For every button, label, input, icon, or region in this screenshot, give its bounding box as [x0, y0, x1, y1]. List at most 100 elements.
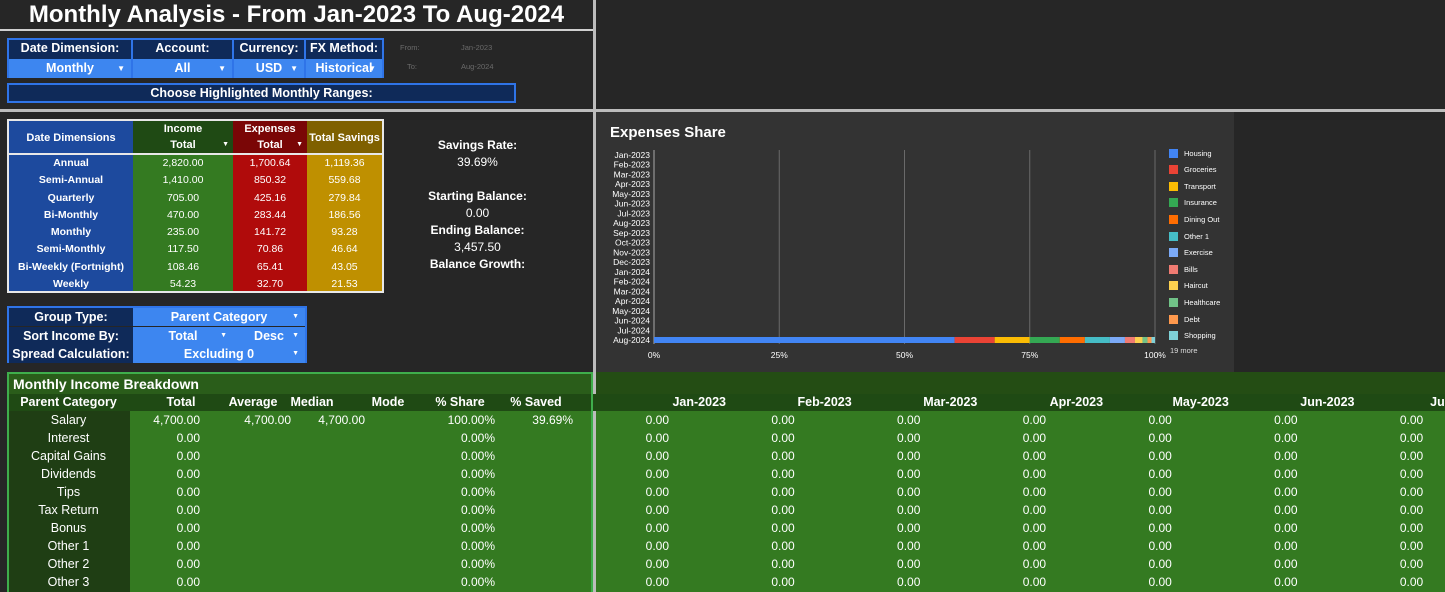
month-value-cell: 0.00 [1399, 521, 1424, 535]
x-tick-label: 75% [1021, 350, 1038, 360]
breakdown-cell: 0.00% [460, 521, 495, 535]
section-divider [0, 109, 1445, 112]
breakdown-cell [481, 483, 573, 501]
income-cell: 705.00 [166, 191, 200, 204]
sort-income-value: Total [168, 329, 198, 343]
from-label: From: [400, 43, 420, 52]
currency-value: USD [255, 61, 283, 75]
x-tick-label: 0% [648, 350, 661, 360]
fx-method-dropdown[interactable]: Historical ▼ [306, 59, 382, 78]
sort-income-dropdown[interactable]: Total ▼ [133, 327, 233, 345]
breakdown-cell: 0.00% [460, 575, 495, 589]
date-dimension-dropdown[interactable]: Monthly ▼ [9, 59, 133, 78]
legend-swatch [1169, 281, 1178, 291]
month-value-cell: 0.00 [1274, 521, 1298, 535]
breakdown-cell [277, 501, 365, 519]
dropdown-arrow-icon: ▼ [292, 332, 299, 339]
savings-cell: 21.53 [331, 278, 358, 291]
expenses-total-label: Total [257, 139, 283, 151]
month-value-cell: 0.00 [897, 467, 921, 481]
income-cell: 2,820.00 [162, 157, 204, 169]
breakdown-header-cell: % Saved [510, 395, 562, 409]
starting-balance-label: Starting Balance: [428, 189, 527, 203]
expenses-cell: 850.32 [253, 174, 287, 187]
x-tick-label: 50% [896, 350, 913, 360]
month-value-cell: 0.00 [771, 431, 795, 445]
breakdown-cell [355, 537, 415, 555]
expenses-total-dropdown[interactable]: Total ▼ [233, 137, 307, 155]
breakdown-cell: 0.00% [460, 467, 495, 481]
legend-more-link[interactable]: 19 more [1170, 346, 1198, 355]
month-value-cell: 0.00 [1148, 557, 1172, 571]
expenses-column: Expenses Total ▼ 1,700.64 850.32 425.16 283.… [233, 121, 307, 291]
breakdown-cell [481, 555, 573, 573]
breakdown-cell: 4,700.00 [318, 413, 365, 427]
month-header-cell: May-2023 [1172, 395, 1229, 409]
legend-label: Insurance [1184, 198, 1217, 208]
savings-cell: 43.05 [331, 260, 358, 273]
income-total-dropdown[interactable]: Total ▼ [133, 137, 233, 155]
dim-cell: Semi-Annual [38, 174, 104, 187]
month-value-cell: 0.00 [645, 485, 669, 499]
legend-swatch [1169, 165, 1178, 175]
legend-item: Bills [1169, 263, 1198, 275]
breakdown-cell [355, 465, 415, 483]
legend-swatch [1169, 297, 1178, 307]
month-value-cell: 0.00 [1022, 467, 1047, 481]
group-type-dropdown[interactable]: Parent Category ▼ [133, 308, 305, 326]
bar-segment [1134, 337, 1143, 343]
legend-item: Other 1 [1169, 230, 1209, 242]
month-value-cell: 0.00 [645, 449, 669, 463]
choose-ranges-button[interactable]: Choose Highlighted Monthly Ranges: [7, 83, 516, 103]
bar-segment [1142, 337, 1148, 343]
spread-calculation-dropdown[interactable]: Excluding 0 ▼ [133, 345, 305, 363]
sort-order-dropdown[interactable]: Desc ▼ [233, 327, 305, 345]
y-tick-label: Jul-2024 [617, 325, 650, 335]
group-type-label: Group Type: [9, 308, 133, 326]
bar-segment [1059, 337, 1085, 343]
month-value-cell: 0.00 [1399, 413, 1424, 427]
month-value-cell: 0.00 [771, 467, 795, 481]
y-tick-label: Aug-2023 [613, 218, 650, 228]
y-tick-label: Mar-2023 [614, 169, 651, 179]
month-value-cell: 0.00 [1148, 467, 1172, 481]
legend-label: Groceries [1184, 165, 1217, 175]
y-tick-label: May-2024 [612, 306, 650, 316]
y-tick-label: Feb-2023 [614, 160, 651, 170]
savings-header: Total Savings [307, 121, 382, 155]
breakdown-cell [277, 447, 365, 465]
month-value-cell: 0.00 [1399, 557, 1424, 571]
legend-item: Transport [1169, 180, 1216, 192]
vertical-divider [593, 0, 596, 592]
category-name: Tax Return [38, 503, 99, 517]
breakdown-cell [355, 483, 415, 501]
bar-segment [954, 337, 995, 343]
month-value-cell: 0.00 [1274, 557, 1298, 571]
breakdown-cell [355, 501, 415, 519]
bar-segment [1084, 337, 1110, 343]
breakdown-header-cell: % Share [435, 395, 485, 409]
breakdown-cell: 0.00 [176, 557, 200, 571]
breakdown-cell: 0.00% [460, 449, 495, 463]
legend-label: Housing [1184, 148, 1212, 158]
month-header-cell: Mar-2023 [923, 395, 978, 409]
breakdown-cell: 0.00% [460, 557, 495, 571]
account-dropdown[interactable]: All ▼ [133, 59, 234, 78]
fx-method-label: FX Method: [306, 40, 382, 59]
month-value-cell: 0.00 [897, 521, 921, 535]
month-value-cell: 0.00 [1148, 503, 1172, 517]
group-settings-panel: Group Type: Parent Category ▼ Sort Income… [7, 306, 307, 363]
legend-label: Transport [1184, 181, 1216, 191]
breakdown-cell: 0.00 [176, 503, 200, 517]
month-value-cell: 0.00 [897, 557, 921, 571]
bar-segment [1124, 337, 1135, 343]
bar-segment [1147, 337, 1152, 343]
title-divider [0, 29, 593, 31]
month-value-cell: 0.00 [897, 413, 921, 427]
legend-item: Insurance [1169, 197, 1217, 209]
dropdown-arrow-icon: ▼ [222, 141, 229, 148]
legend-swatch [1169, 331, 1178, 341]
stats-panel: Savings Rate: 39.69% Starting Balance: 0… [400, 138, 555, 274]
currency-dropdown[interactable]: USD ▼ [234, 59, 306, 78]
month-value-cell: 0.00 [897, 449, 921, 463]
